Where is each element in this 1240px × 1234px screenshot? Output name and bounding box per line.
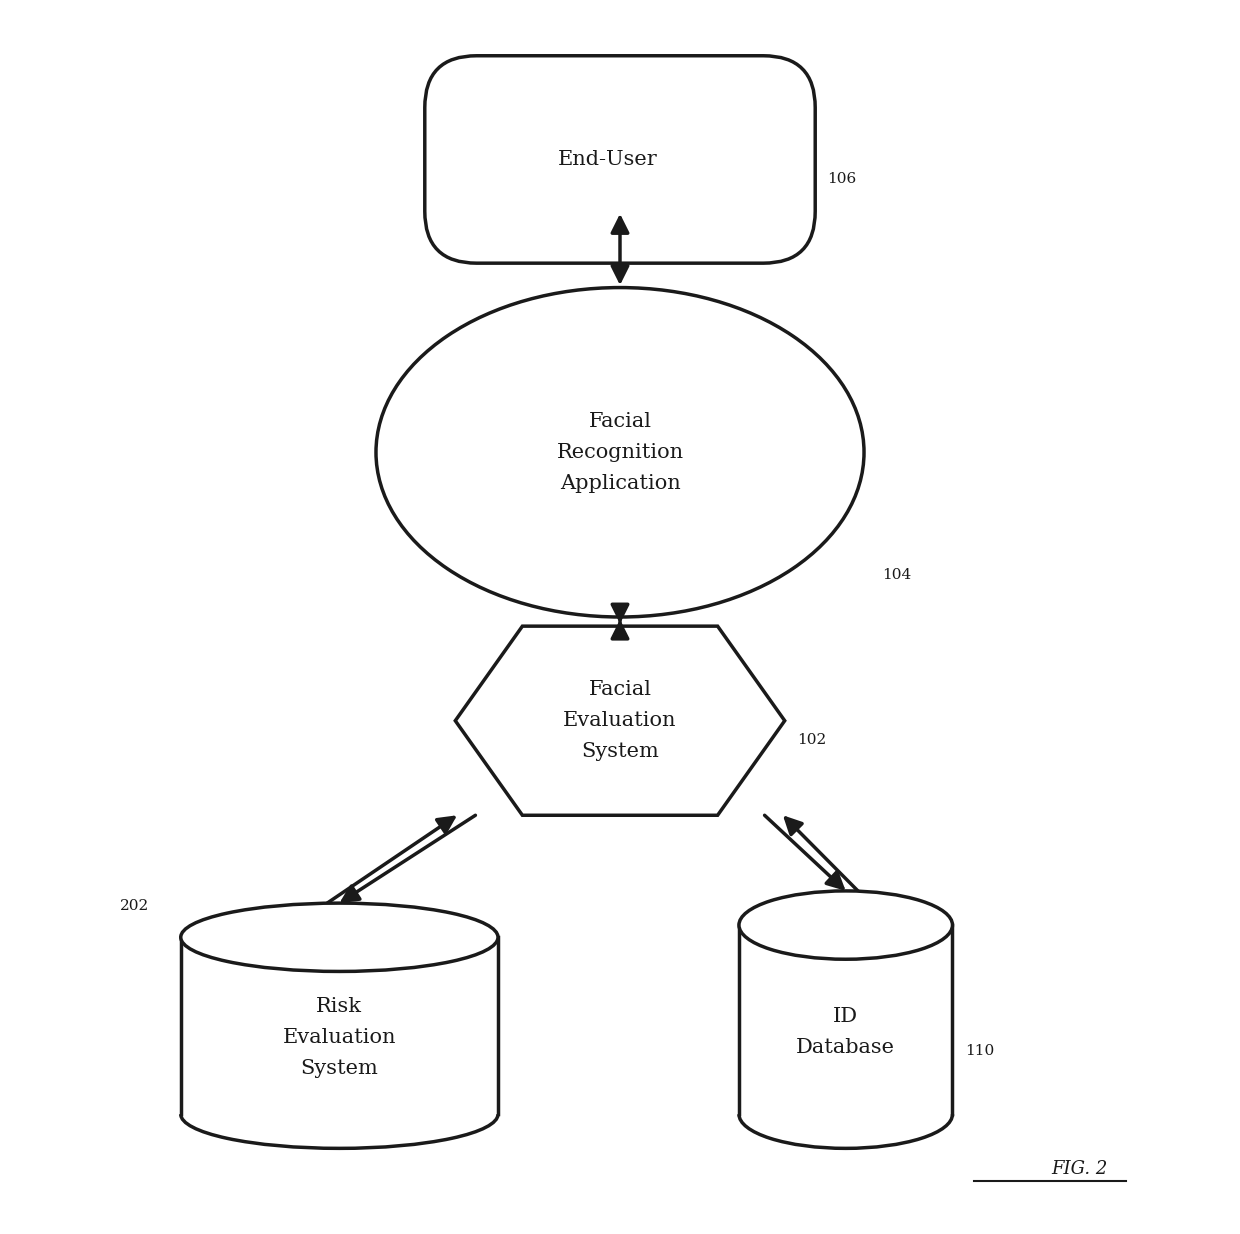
- Bar: [181, 938, 498, 1114]
- Text: Risk
Evaluation
System: Risk Evaluation System: [283, 997, 396, 1079]
- Ellipse shape: [181, 903, 498, 971]
- Polygon shape: [455, 626, 785, 816]
- Text: 102: 102: [797, 733, 826, 747]
- Text: 110: 110: [965, 1044, 994, 1058]
- Text: 104: 104: [883, 568, 911, 582]
- Text: Facial
Evaluation
System: Facial Evaluation System: [563, 680, 677, 761]
- Ellipse shape: [739, 891, 952, 959]
- Text: 202: 202: [120, 898, 149, 913]
- Text: 106: 106: [827, 172, 857, 185]
- FancyBboxPatch shape: [425, 56, 815, 263]
- Text: FIG. 2: FIG. 2: [1052, 1160, 1109, 1178]
- Text: Facial
Recognition
Application: Facial Recognition Application: [557, 412, 683, 492]
- Bar: [739, 926, 952, 1114]
- Text: End-User: End-User: [558, 151, 657, 169]
- Ellipse shape: [376, 288, 864, 617]
- Text: ID
Database: ID Database: [796, 1007, 895, 1056]
